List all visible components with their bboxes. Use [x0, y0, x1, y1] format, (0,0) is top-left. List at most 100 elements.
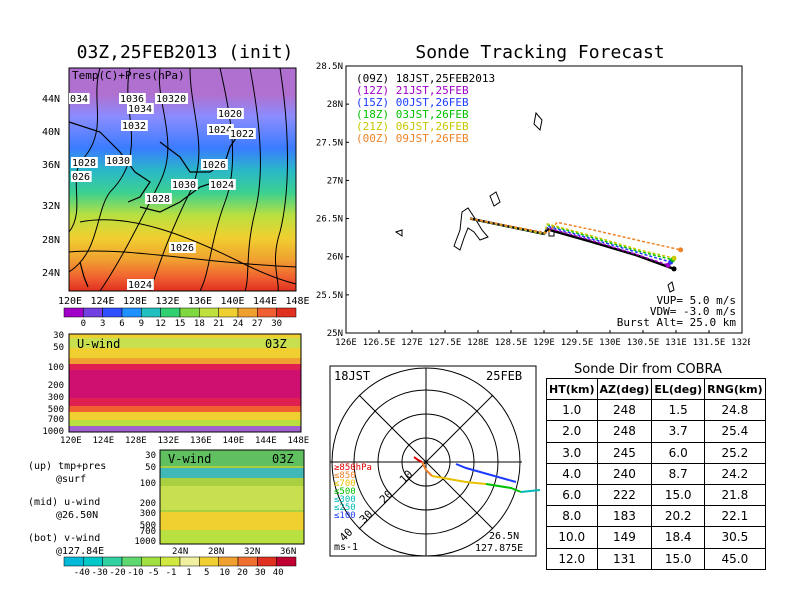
table-cell: 1.0: [546, 399, 598, 422]
track-series-line: [469, 217, 681, 251]
isobar-label: 1032: [122, 121, 146, 132]
wind-colorbar-tick: -40: [74, 568, 90, 577]
wind-colorbar-swatch: [179, 556, 200, 567]
track-legend-item: (12Z) 21JST,25FEB: [356, 84, 469, 97]
polar-unit: ms-1: [334, 542, 358, 553]
temp-colorbar-tick: 21: [213, 319, 224, 328]
polar-legend-item: ≤250: [334, 503, 356, 513]
uwind-x-tick: 132E: [158, 436, 180, 445]
track-x-tick: 130.5E: [627, 338, 660, 348]
polar-date: 25FEB: [486, 369, 522, 383]
table-cell: 6.0: [546, 483, 598, 507]
table-cell: 222: [596, 483, 653, 507]
isobar-label-bg: [69, 93, 90, 104]
temp-colorbar-tick: 24: [233, 319, 244, 328]
isobar-label: 1020: [218, 109, 242, 120]
vwind-y-tick: 50: [145, 463, 156, 473]
track-x-tick: 129.5E: [561, 338, 594, 348]
isobar-label: 1026: [170, 243, 194, 254]
vwind-x-tick: 24N: [172, 547, 188, 557]
map-x-tick: 120E: [58, 296, 82, 307]
table-cell: 8.0: [546, 505, 598, 528]
vwind-time: 03Z: [272, 452, 294, 466]
uwind-y-tick: 30: [53, 331, 64, 341]
isobar-label-bg: [229, 128, 256, 139]
track-y-tick: 25.5N: [316, 291, 343, 301]
isobar-label: 1034: [128, 104, 152, 115]
track-legend-item: (09Z) 18JST,25FEB2013: [356, 72, 495, 85]
table-row: 2.0 248 3.7 25.4: [546, 420, 766, 443]
temp-colorbar-tick: 30: [271, 319, 282, 328]
temp-colorbar-tick: 15: [175, 319, 186, 328]
table-row: 8.0 183 20.2 22.1: [546, 505, 766, 528]
polar-legend-item: ≤100: [334, 511, 356, 521]
legend-note-line: @26.50N: [56, 510, 99, 521]
isobar-label: 034: [70, 94, 88, 105]
map-y-tick: 40N: [42, 127, 60, 138]
table-row: 12.0 131 15.0 45.0: [546, 547, 766, 570]
isobar-label-bg: [71, 157, 98, 168]
vwind-y-tick: 300: [140, 509, 156, 519]
track-x-tick: 129E: [533, 338, 555, 348]
wind-colorbar-swatch: [63, 556, 84, 567]
table-cell: 8.7: [651, 462, 706, 485]
vwind-x-tick: 36N: [280, 547, 296, 557]
wind-colorbar-swatch: [83, 556, 103, 567]
track-y-tick: 25N: [327, 329, 343, 339]
uwind-y-tick: 200: [48, 381, 64, 391]
temp-colorbar-tick: 27: [252, 319, 263, 328]
table-cell: 2.0: [546, 420, 598, 443]
polar-legend-item: ≤850: [334, 471, 356, 481]
temp-colorbar-swatch: [179, 307, 200, 318]
track-y-tick: 28N: [327, 100, 343, 110]
track-y-tick: 26N: [327, 253, 343, 263]
polar-lat: 26.5N: [489, 531, 519, 542]
temp-colorbar-swatch: [83, 307, 103, 318]
table-cell: 22.1: [704, 505, 766, 528]
legend-note: (up) tmp+pres @surf: [28, 460, 148, 486]
wind-colorbar-tick: -30: [92, 568, 108, 577]
table-header-cell: RNG(km): [704, 377, 766, 401]
tracking-chart: 126E 126.5E 127E 127.5E 128E 128.5E 129E 129.5E…: [316, 62, 750, 348]
map-x-tick: 140E: [221, 296, 245, 307]
table-row: 10.0 149 18.4 30.5: [546, 526, 766, 549]
track-y-tick: 28.5N: [316, 62, 343, 72]
legend-note-line: @surf: [56, 474, 87, 485]
track-param: VDW= -3.0 m/s: [650, 305, 736, 318]
isobar-label-bg: [155, 93, 188, 104]
uwind-x-tick: 120E: [60, 436, 82, 445]
uwind-x-tick: 148E: [288, 436, 310, 445]
polar-legend-item: ≤500: [334, 487, 356, 497]
track-x-tick: 127E: [401, 338, 423, 348]
isobar-label: 1030: [106, 156, 130, 167]
table-cell: 3.7: [651, 420, 706, 443]
table-cell: 240: [596, 462, 653, 485]
table-cell: 3.0: [546, 441, 598, 464]
track-legend-item: (21Z) 06JST,26FEB: [356, 120, 469, 133]
track-endpoint: [671, 255, 677, 261]
map-x-tick: 136E: [188, 296, 212, 307]
vwind-x-tick: 28N: [208, 547, 224, 557]
temp-colorbar-tick: 18: [194, 319, 205, 328]
polar-lon: 127.875E: [475, 543, 523, 554]
table-cell: 10.0: [546, 526, 598, 549]
table-cell: 131: [596, 547, 653, 570]
temp-colorbar-swatch: [237, 307, 258, 318]
polar-legend-item: ≥850hPa: [334, 463, 372, 473]
temp-colorbar-swatch: [160, 307, 181, 318]
map-y-ticks: 44N 40N 36N 32N 28N 24N: [42, 94, 60, 279]
vwind-y-tick: 100: [140, 479, 156, 489]
track-y-tick: 26.5N: [316, 215, 343, 225]
temp-colorbar-swatch: [257, 307, 277, 318]
map-x-tick: 128E: [123, 296, 147, 307]
track-legend-item: (18Z) 03JST,26FEB: [356, 108, 469, 121]
table-cell: 30.5: [704, 526, 766, 549]
uwind-time: 03Z: [265, 337, 287, 351]
wind-colorbar-tick: 5: [204, 568, 209, 577]
polar-time: 18JST: [334, 369, 370, 383]
isobar-label: 1022: [230, 129, 254, 140]
uwind-x-tick: 124E: [93, 436, 115, 445]
track-x-tick: 131.5E: [693, 338, 726, 348]
wind-colorbar-tick: 30: [255, 568, 266, 577]
